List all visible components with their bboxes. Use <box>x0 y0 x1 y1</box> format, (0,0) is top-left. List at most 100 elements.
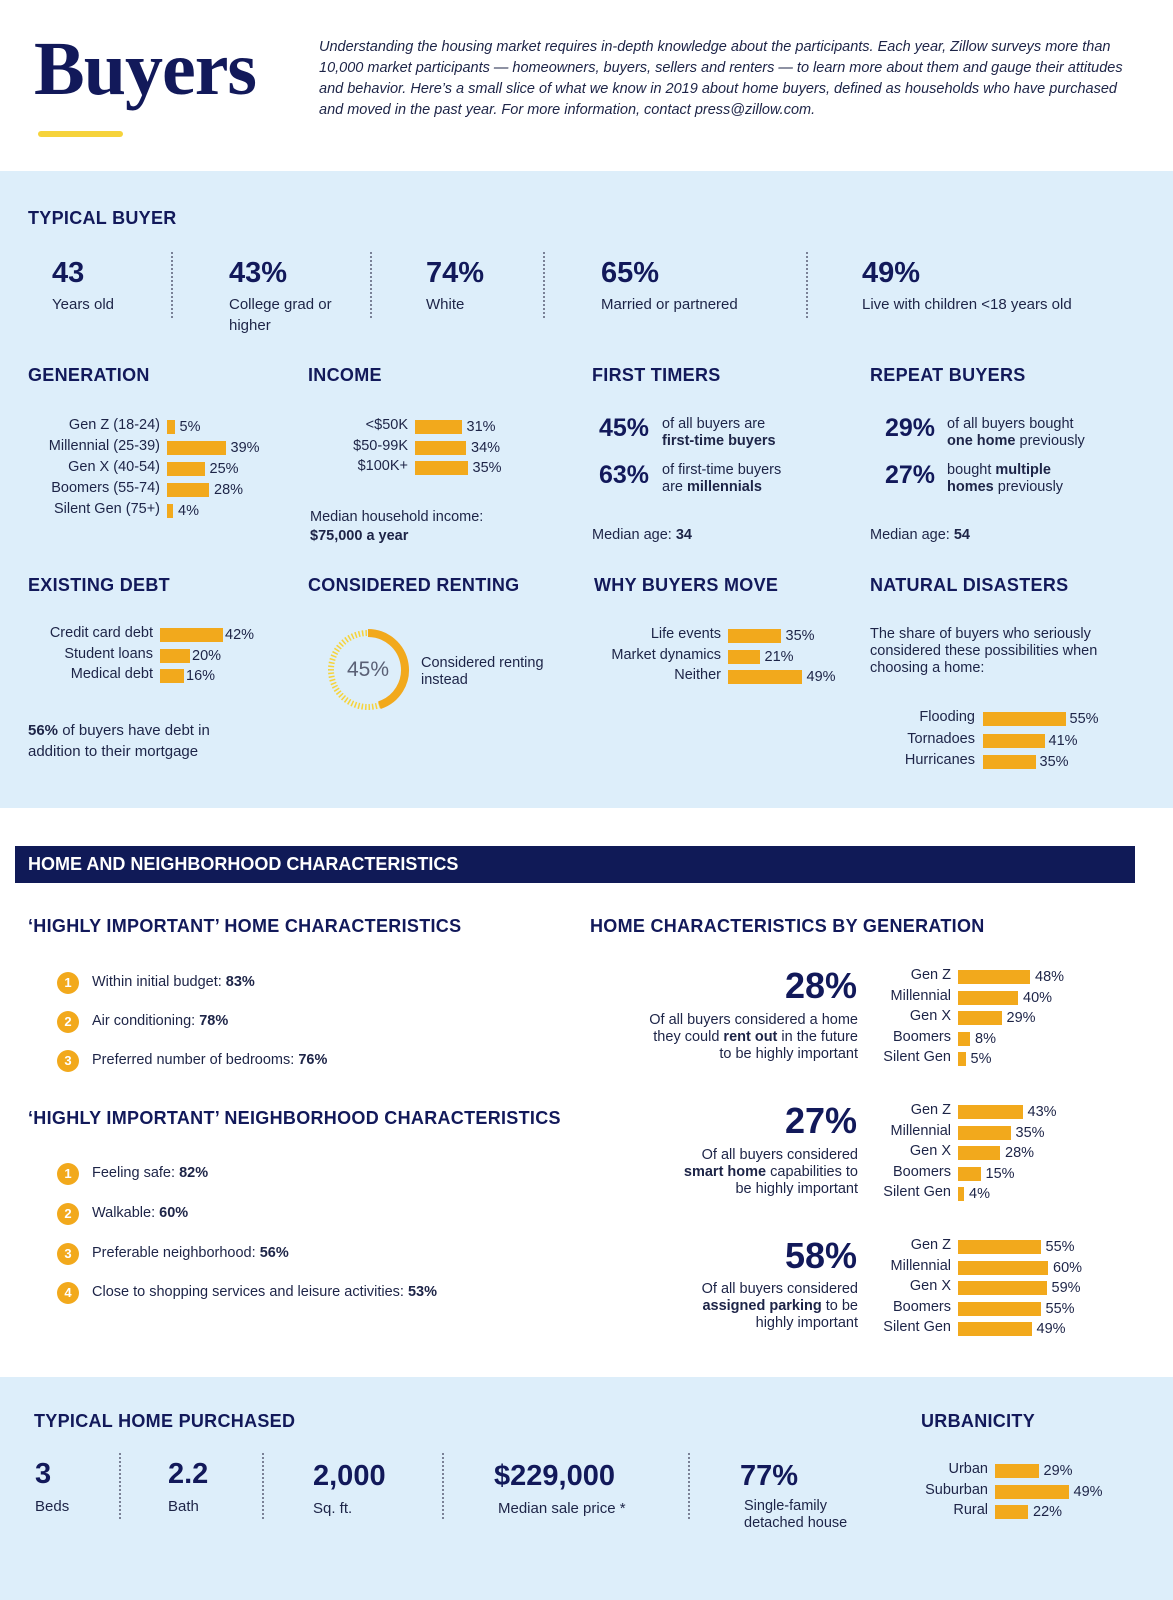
donut-slice <box>367 629 409 709</box>
divider <box>688 1453 690 1519</box>
bar <box>167 420 175 434</box>
by-generation-heading: HOME CHARACTERISTICS BY GENERATION <box>590 916 985 936</box>
sqft-label: Sq. ft. <box>313 1500 353 1517</box>
neigh-char-item: Preferable neighborhood: 56% <box>92 1245 289 1261</box>
generation-heading: GENERATION <box>28 365 150 385</box>
neigh-char-item: Walkable: 60% <box>92 1205 189 1221</box>
bar <box>983 712 1066 726</box>
first-time-text: of all buyers are first-time buyers <box>662 416 776 449</box>
section-header-text: HOME AND NEIGHBORHOOD CHARACTERISTICS <box>28 854 459 874</box>
considered-renting-heading: CONSIDERED RENTING <box>308 575 520 595</box>
millennials-value: 63% <box>599 461 650 489</box>
bar-value-label: 5% <box>970 1051 992 1067</box>
existing-debt-heading: EXISTING DEBT <box>28 575 170 595</box>
divider <box>262 1453 264 1519</box>
one-home-text: of all buyers bought one home previously <box>947 416 1085 449</box>
rank-badge: 3 <box>57 1050 79 1072</box>
bar <box>160 628 223 642</box>
bar-value-label: 42% <box>225 627 255 643</box>
bar-label: Student loans <box>64 645 153 662</box>
bar <box>415 461 468 475</box>
stat-white-label: White <box>426 296 465 313</box>
stat-white-value: 74% <box>426 257 485 289</box>
bar <box>958 1125 1011 1140</box>
bar <box>995 1505 1028 1519</box>
neigh-char-item: Feeling safe: 82% <box>92 1165 209 1181</box>
bar-label: Millennial <box>890 987 951 1004</box>
bar-label: Gen Z (18-24) <box>68 417 160 433</box>
multiple-homes-text: bought multiple homes previously <box>947 462 1064 495</box>
bar <box>995 1484 1069 1499</box>
bar-label: Silent Gen <box>883 1184 951 1200</box>
bar <box>958 990 1018 1005</box>
bar-label: Tornadoes <box>907 730 975 747</box>
bar-value-label: 29% <box>1043 1463 1073 1479</box>
bar-label: Silent Gen (75+) <box>54 501 160 517</box>
bar-label: Millennial <box>890 1257 951 1274</box>
home-char-item: Within initial budget: 83% <box>92 974 255 990</box>
stat-age-label: Years old <box>52 296 114 313</box>
bar <box>167 504 173 518</box>
rank-badge: 1 <box>57 972 79 994</box>
divider <box>442 1453 444 1519</box>
bar-value-label: 35% <box>1015 1124 1045 1141</box>
stat-married-label: Married or partnered <box>601 296 738 313</box>
bar <box>167 462 205 476</box>
smart-home-value: 27% <box>784 1100 857 1141</box>
home-char-item: Air conditioning: 78% <box>92 1013 229 1029</box>
bar-value-label: 16% <box>186 668 216 684</box>
bar-label: Flooding <box>919 709 975 725</box>
bar-label: Credit card debt <box>49 625 153 641</box>
bar-label: Silent Gen <box>883 1319 951 1335</box>
page-title: Buyers <box>34 27 257 111</box>
bar <box>958 1031 970 1046</box>
bar-label: Silent Gen <box>883 1049 951 1065</box>
bar <box>167 441 226 455</box>
bar <box>958 1105 1023 1119</box>
why-move-heading: WHY BUYERS MOVE <box>594 575 779 595</box>
bar-label: Boomers (55-74) <box>51 480 160 496</box>
neigh-chars-heading: ‘HIGHLY IMPORTANT’ NEIGHBORHOOD CHARACTE… <box>28 1108 561 1128</box>
bar-value-label: 59% <box>1051 1280 1081 1296</box>
bar-label: <$50K <box>365 417 408 433</box>
typical-home-heading: TYPICAL HOME PURCHASED <box>34 1411 296 1431</box>
bar-label: $50-99K <box>353 437 408 454</box>
bar-label: Medical debt <box>70 666 153 682</box>
bar-value-label: 22% <box>1033 1504 1063 1520</box>
bar <box>958 1166 981 1181</box>
rank-badge: 4 <box>57 1282 79 1304</box>
beds-label: Beds <box>35 1498 70 1515</box>
multiple-homes-value: 27% <box>885 461 936 489</box>
bar-label: Market dynamics <box>611 646 721 663</box>
bar-label: Rural <box>953 1502 988 1518</box>
stat-college-label: College grad or higher <box>229 296 332 334</box>
bar <box>958 1260 1048 1275</box>
stat-children-label: Live with children <18 years old <box>862 296 1072 313</box>
rank-badge: 2 <box>57 1011 79 1033</box>
rank-badge: 3 <box>57 1243 79 1265</box>
single-family-value: 77% <box>740 1460 799 1492</box>
bar-value-label: 43% <box>1027 1104 1057 1120</box>
parking-value: 58% <box>784 1235 857 1276</box>
bar <box>995 1464 1039 1478</box>
bar <box>160 669 184 683</box>
stat-age-value: 43 <box>52 257 85 289</box>
typical-home-band <box>0 1377 1173 1600</box>
bar-label: Suburban <box>925 1481 988 1498</box>
bar-value-label: 25% <box>209 461 239 477</box>
bar <box>160 648 190 663</box>
first-time-median-age: Median age: 34 <box>592 527 692 543</box>
intro-text: Understanding the housing market require… <box>319 39 1123 118</box>
millennials-text: of first-time buyers are millennials <box>662 462 782 495</box>
bar-label: Millennial <box>890 1122 951 1139</box>
bar-label: Gen Z <box>910 967 951 983</box>
home-chars-heading: ‘HIGHLY IMPORTANT’ HOME CHARACTERISTICS <box>28 916 462 936</box>
bar-value-label: 15% <box>985 1165 1015 1182</box>
bar-value-label: 35% <box>1039 754 1069 770</box>
stat-college-value: 43% <box>229 257 288 289</box>
bar-value-label: 49% <box>1073 1483 1103 1500</box>
one-home-value: 29% <box>885 414 936 442</box>
bar-label: Gen X <box>909 1008 951 1024</box>
bar-label: $100K+ <box>357 458 408 474</box>
bar-value-label: 40% <box>1023 989 1053 1006</box>
